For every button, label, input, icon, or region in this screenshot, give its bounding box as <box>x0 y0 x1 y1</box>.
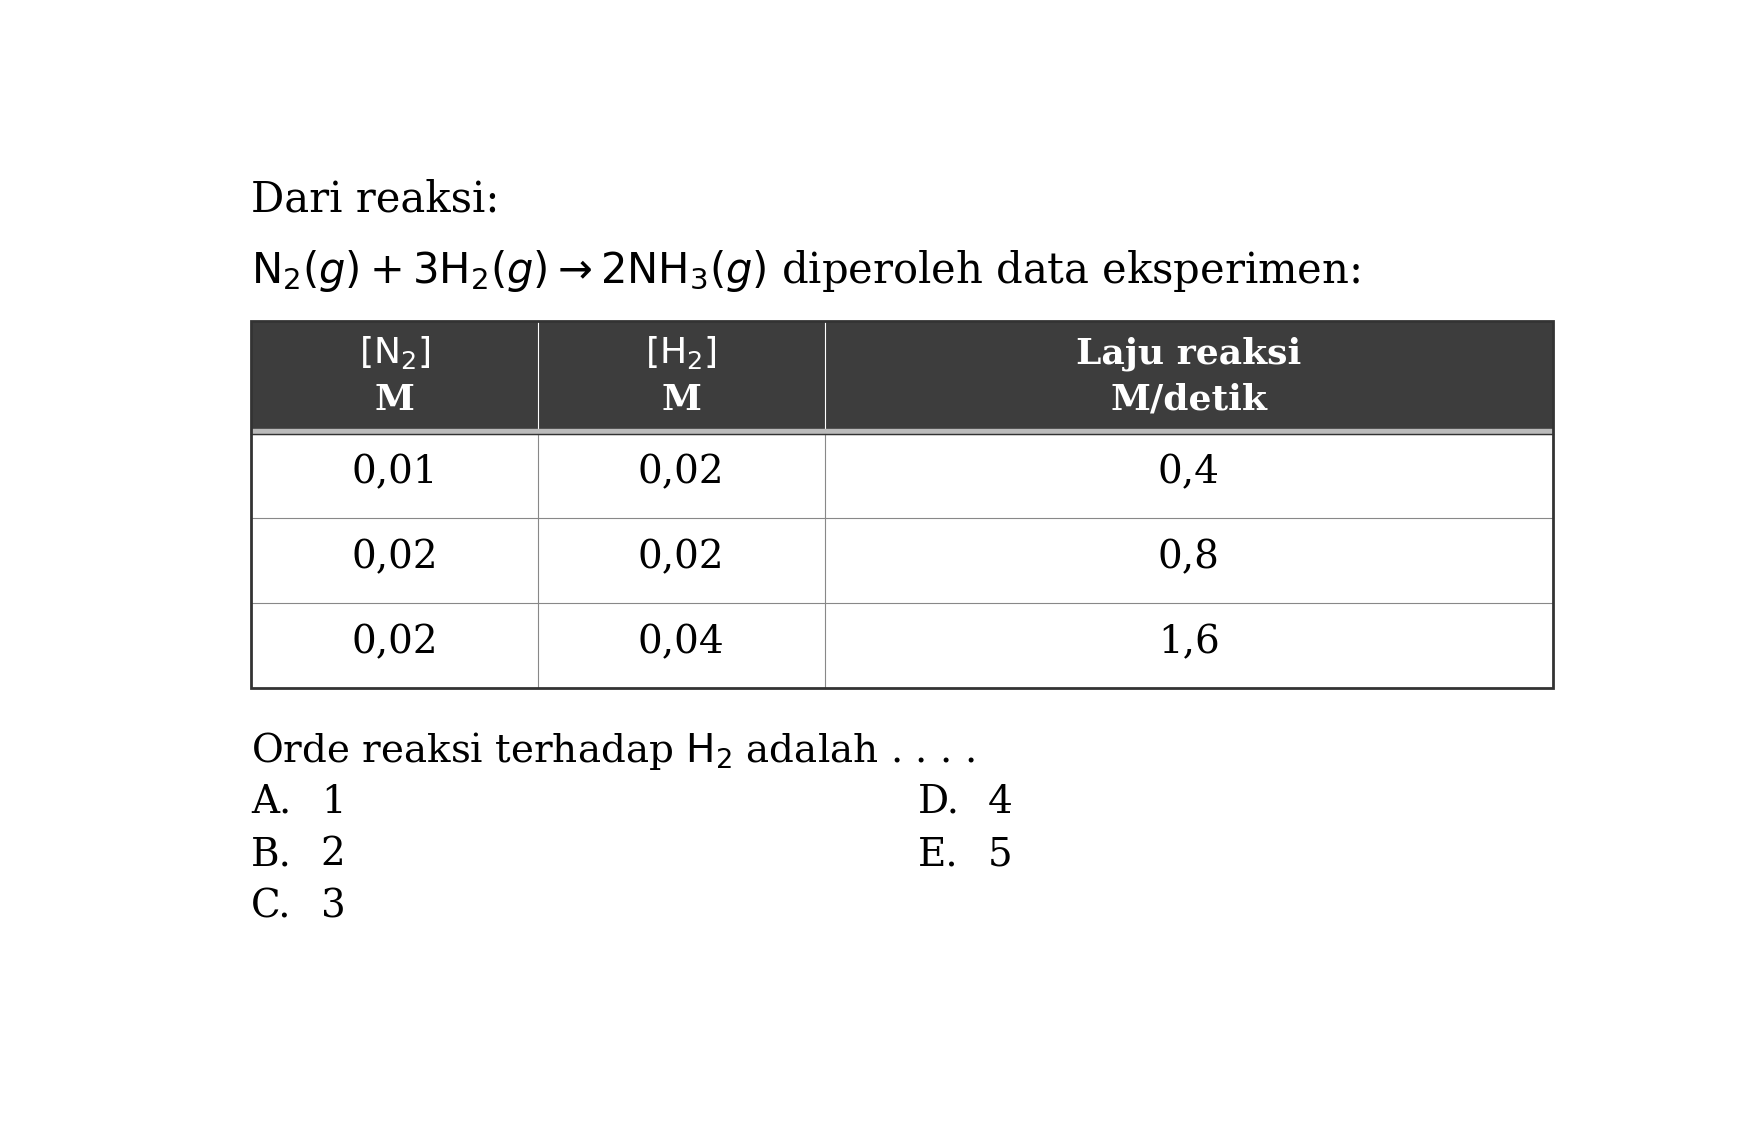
Text: 0,02: 0,02 <box>637 454 725 492</box>
Text: A.: A. <box>252 784 290 821</box>
Text: $\mathrm{N_2}(\mathit{g}) + 3\mathrm{H_2}(\mathit{g}) \rightarrow 2\mathrm{NH_3}: $\mathrm{N_2}(\mathit{g}) + 3\mathrm{H_2… <box>252 248 1360 294</box>
Text: E.: E. <box>917 836 957 874</box>
Text: 0,02: 0,02 <box>350 540 438 576</box>
Text: 0,02: 0,02 <box>637 540 725 576</box>
Text: 0,02: 0,02 <box>350 624 438 661</box>
Text: Dari reaksi:: Dari reaksi: <box>252 178 500 220</box>
Text: 2: 2 <box>320 836 345 874</box>
Text: M/detik: M/detik <box>1111 383 1267 417</box>
Text: 5: 5 <box>987 836 1012 874</box>
Text: B.: B. <box>252 836 292 874</box>
Text: M: M <box>375 383 414 417</box>
Text: 0,01: 0,01 <box>352 454 438 492</box>
Text: 0,4: 0,4 <box>1158 454 1220 492</box>
Text: 1,6: 1,6 <box>1158 624 1220 661</box>
Text: $[\mathrm{N_2}]$: $[\mathrm{N_2}]$ <box>359 334 429 371</box>
Text: $[\mathrm{H_2}]$: $[\mathrm{H_2}]$ <box>646 334 716 371</box>
Text: Laju reaksi: Laju reaksi <box>1075 336 1301 371</box>
Text: Orde reaksi terhadap $\mathrm{H_2}$ adalah . . . .: Orde reaksi terhadap $\mathrm{H_2}$ adal… <box>252 730 975 772</box>
Text: C.: C. <box>252 888 292 926</box>
Bar <box>252 518 1552 603</box>
Bar <box>252 321 1552 429</box>
Bar <box>252 434 1552 518</box>
Text: 4: 4 <box>987 784 1012 821</box>
Text: D.: D. <box>917 784 959 821</box>
Bar <box>252 603 1552 687</box>
Text: 0,04: 0,04 <box>637 624 725 661</box>
Bar <box>252 321 1552 687</box>
Text: 3: 3 <box>320 888 345 926</box>
Text: M: M <box>662 383 700 417</box>
Text: 1: 1 <box>320 784 345 821</box>
Text: 0,8: 0,8 <box>1158 540 1220 576</box>
